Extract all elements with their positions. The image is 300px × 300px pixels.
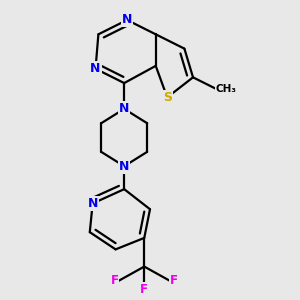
Text: N: N — [119, 160, 129, 173]
Text: N: N — [88, 197, 98, 210]
Text: F: F — [110, 274, 118, 287]
Text: N: N — [119, 102, 129, 116]
Text: S: S — [163, 91, 172, 104]
Text: CH₃: CH₃ — [216, 84, 237, 94]
Text: F: F — [170, 274, 178, 287]
Text: N: N — [90, 62, 101, 75]
Text: N: N — [122, 14, 132, 26]
Text: F: F — [140, 283, 148, 296]
